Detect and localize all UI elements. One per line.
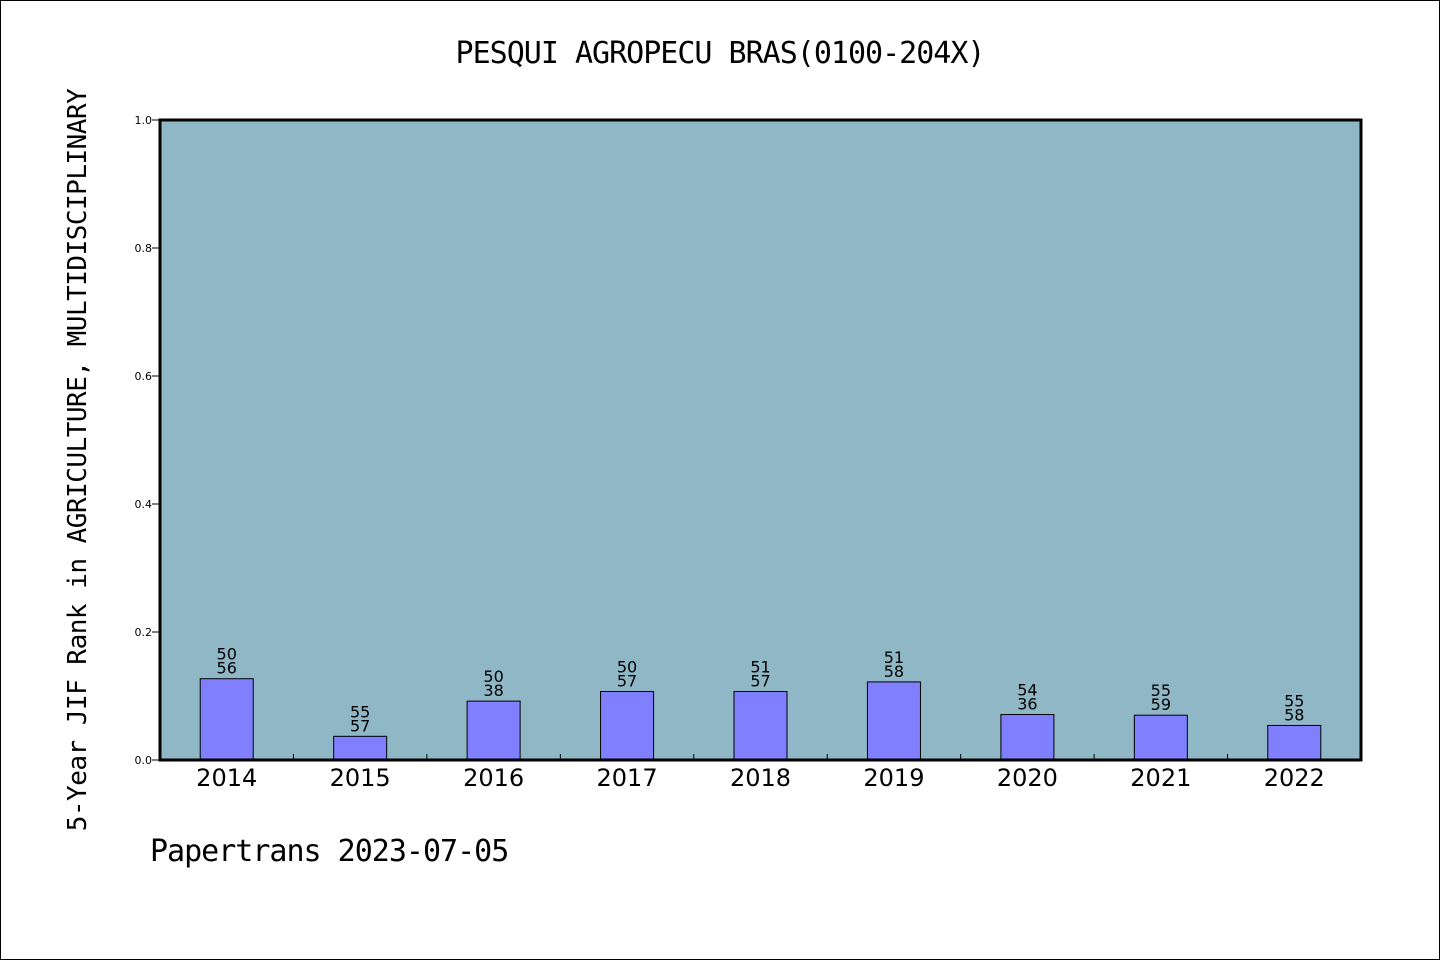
chart-title: PESQUI AGROPECU BRAS(0100-204X) — [455, 36, 986, 71]
bar-label-bottom: 56 — [217, 659, 237, 678]
y-tick-label: 0.8 — [135, 242, 153, 255]
bar-label-top: 50 — [617, 658, 637, 677]
y-tick-label: 0.4 — [135, 498, 153, 511]
bar-label-bottom: 57 — [750, 672, 770, 691]
bar-label-bottom: 58 — [1284, 705, 1304, 724]
bar-label-top: 51 — [884, 648, 904, 667]
bar — [866, 681, 921, 761]
bar-label-bottom: 38 — [483, 681, 503, 700]
x-tick-label: 2020 — [997, 764, 1058, 792]
y-tick-label: 0.2 — [135, 626, 153, 639]
bar-label-top: 55 — [1284, 691, 1304, 710]
bar-label-bottom: 59 — [1151, 695, 1171, 714]
x-tick-label: 2018 — [730, 764, 791, 792]
bar — [733, 691, 788, 761]
bar — [1267, 724, 1322, 761]
bar-label-top: 50 — [217, 645, 237, 664]
bar — [199, 678, 254, 761]
bar-label-bottom: 58 — [884, 662, 904, 681]
x-tick-label: 2014 — [196, 764, 257, 792]
footer-credit: Papertrans 2023-07-05 — [150, 834, 509, 869]
bar — [466, 700, 521, 761]
plot-area — [160, 120, 1361, 760]
y-tick-label: 0.0 — [135, 754, 153, 767]
bar-label-bottom: 57 — [350, 716, 370, 735]
bar-label-bottom: 36 — [1017, 695, 1037, 714]
y-tick-label: 1.0 — [135, 114, 153, 127]
bar-label-bottom: 57 — [617, 672, 637, 691]
bar — [1133, 714, 1188, 761]
bar-label-top: 54 — [1017, 681, 1037, 700]
bar-label-top: 50 — [483, 667, 503, 686]
x-tick-label: 2022 — [1264, 764, 1325, 792]
plot-border — [158, 118, 1363, 762]
x-tick-label: 2017 — [597, 764, 658, 792]
y-tick-label: 0.6 — [135, 370, 153, 383]
x-tick-label: 2019 — [863, 764, 924, 792]
bar — [1000, 714, 1055, 761]
bar — [600, 691, 655, 761]
bar-label-top: 55 — [350, 702, 370, 721]
x-tick-label: 2021 — [1130, 764, 1191, 792]
x-tick-label: 2015 — [330, 764, 391, 792]
bar — [333, 735, 388, 761]
bar-label-top: 55 — [1151, 681, 1171, 700]
x-tick-label: 2016 — [463, 764, 524, 792]
bar-label-top: 51 — [750, 658, 770, 677]
